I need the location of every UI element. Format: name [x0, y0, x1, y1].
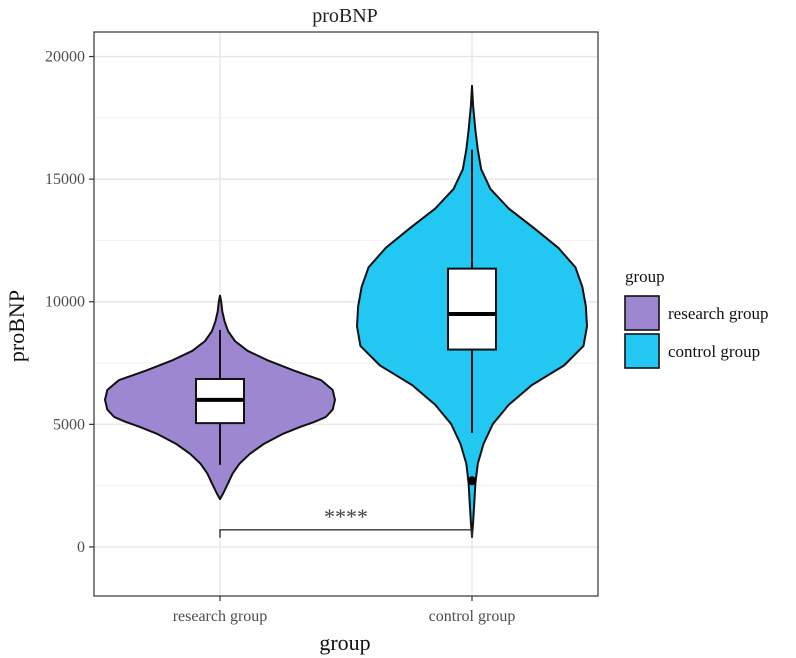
x-axis: research group control group [173, 596, 516, 625]
y-axis-title: proBNP [4, 290, 29, 362]
chart-title: proBNP [312, 5, 378, 27]
legend: group research group control group [624, 267, 769, 369]
y-tick-label: 5000 [53, 416, 85, 433]
legend-title: group [625, 267, 665, 286]
y-axis: 0 5000 10000 15000 20000 [45, 49, 94, 556]
y-tick-label: 15000 [45, 171, 85, 188]
plot-border [93, 31, 599, 597]
y-tick-label: 0 [77, 539, 85, 556]
outlier-point-control-group [467, 476, 477, 486]
y-tick-label: 10000 [45, 294, 85, 311]
legend-swatch-control-group [624, 333, 660, 369]
legend-label-control-group: control group [668, 342, 760, 361]
x-axis-title: group [319, 630, 370, 655]
box-control-group [447, 267, 497, 351]
significance-annotation: **** [219, 504, 473, 538]
y-tick-label: 20000 [45, 49, 85, 66]
x-tick-label: control group [429, 608, 516, 625]
boxplots [195, 149, 497, 486]
legend-label-research-group: research group [668, 304, 769, 323]
significance-bracket [219, 529, 473, 538]
significance-label: **** [324, 504, 368, 529]
legend-swatch-research-group [624, 295, 660, 331]
x-tick-label: research group [173, 608, 268, 625]
